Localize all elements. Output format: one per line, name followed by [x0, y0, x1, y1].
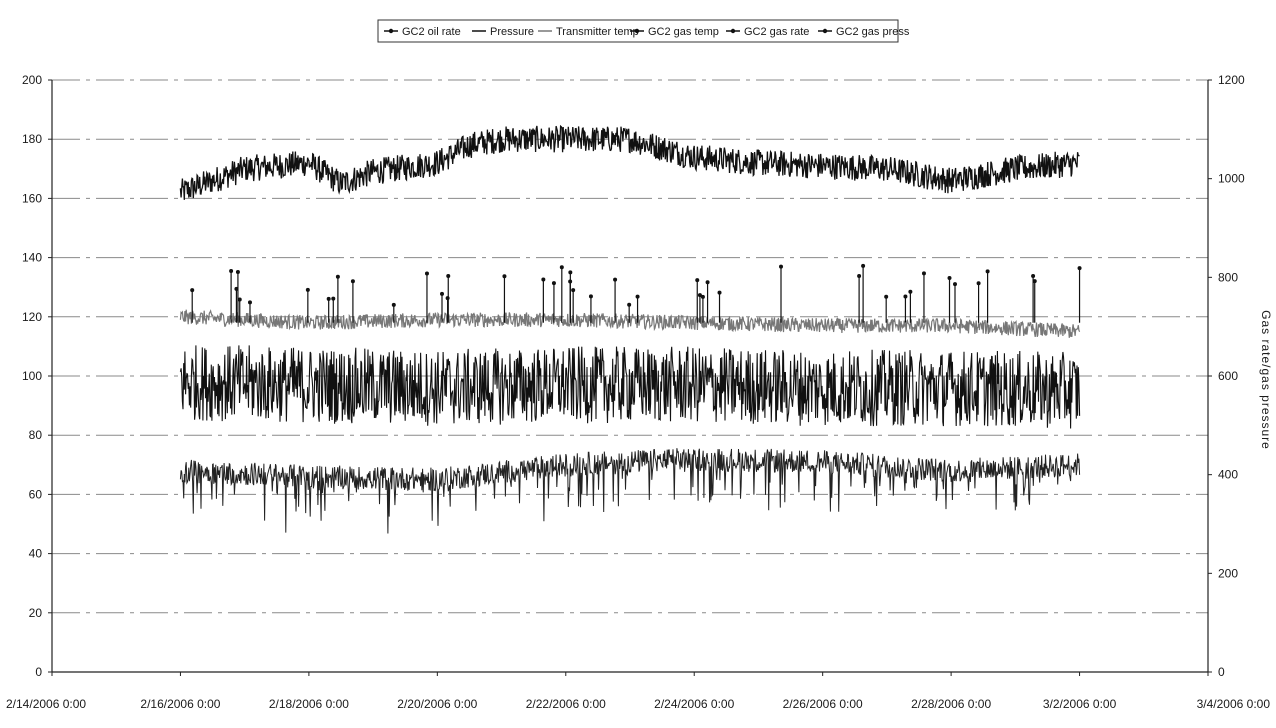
legend-marker-3: [634, 28, 640, 34]
spike-dot: [635, 294, 640, 299]
spike-dot: [331, 296, 336, 301]
legend-label-4: GC2 gas rate: [744, 26, 809, 38]
legend-label-3: GC2 gas temp: [648, 26, 719, 38]
spike-dot: [861, 263, 866, 268]
spike-dot: [588, 294, 593, 299]
y-left-tick-label-120: 120: [22, 310, 42, 324]
y-left-tick-label-200: 200: [22, 73, 42, 87]
x-tick-label-1: 2/16/2006 0:00: [140, 697, 220, 711]
y-left-tick-label-0: 0: [35, 665, 42, 679]
spike-dot: [921, 271, 926, 276]
y-right-tick-label-1200: 1200: [1218, 73, 1245, 87]
spike-dot: [190, 288, 195, 293]
spike-dot: [424, 271, 429, 276]
ticks-layer: 0 20 40 60 80 100 120 140 160 180 200 0 200 400 600 800…: [6, 73, 1270, 711]
spike-dot: [695, 278, 700, 283]
spike-dot: [700, 294, 705, 299]
y-right-tick-label-0: 0: [1218, 665, 1225, 679]
spike-dot: [237, 297, 242, 302]
spike-dot: [502, 274, 507, 279]
series-line-transmitter-temp: [179, 309, 1081, 338]
series-line-pressure: [179, 448, 1081, 534]
y-right-tick-label-400: 400: [1218, 468, 1238, 482]
y-left-tick-label-180: 180: [22, 132, 42, 146]
spike-dot: [613, 277, 618, 282]
legend-label-2: Transmitter temp: [556, 26, 639, 38]
spike-dot: [391, 302, 396, 307]
legend-marker-4: [730, 28, 736, 34]
x-tick-label-6: 2/26/2006 0:00: [783, 697, 863, 711]
spike-dot: [1077, 266, 1082, 271]
spike-dot: [976, 281, 981, 286]
legend-marker-5: [822, 28, 828, 34]
x-tick-label-2: 2/18/2006 0:00: [269, 697, 349, 711]
spike-markers: [190, 263, 1082, 323]
x-tick-label-8: 3/2/2006 0:00: [1043, 697, 1117, 711]
spike-dot: [350, 279, 355, 284]
spike-dot: [908, 289, 913, 294]
spike-dot: [1032, 279, 1037, 284]
spike-dot: [903, 294, 908, 299]
y-left-tick-label-160: 160: [22, 191, 42, 205]
legend: GC2 oil rate Pressure Transmitter temp GC2 …: [377, 19, 910, 43]
y-right-tick-label-200: 200: [1218, 566, 1238, 580]
spike-dot: [439, 291, 444, 296]
x-tick-label-3: 2/20/2006 0:00: [397, 697, 477, 711]
spike-dot: [779, 264, 784, 269]
spike-dot: [705, 280, 710, 285]
x-tick-label-0: 2/14/2006 0:00: [6, 697, 86, 711]
spike-dot: [446, 274, 451, 279]
grid-layer: [52, 79, 1208, 614]
y-left-tick-label-20: 20: [29, 606, 43, 620]
y-left-tick-label-80: 80: [29, 428, 43, 442]
spike-dot: [445, 296, 450, 301]
x-tick-label-5: 2/24/2006 0:00: [654, 697, 734, 711]
spike-dot: [568, 279, 573, 284]
spike-dot: [568, 270, 573, 275]
spike-dot: [235, 270, 240, 275]
y-right-tick-label-1000: 1000: [1218, 172, 1245, 186]
spike-dot: [326, 296, 331, 301]
legend-marker-0: [388, 28, 394, 34]
spike-dot: [571, 288, 576, 293]
y-left-tick-label-40: 40: [29, 547, 43, 561]
x-tick-label-4: 2/22/2006 0:00: [526, 697, 606, 711]
spike-dot: [947, 275, 952, 280]
spike-dot: [717, 290, 722, 295]
legend-label-0: GC2 oil rate: [402, 26, 461, 38]
spike-dot: [305, 287, 310, 292]
spike-dot: [953, 282, 957, 287]
spike-dot: [229, 269, 234, 274]
spike-dot: [627, 302, 632, 307]
series-layer: [179, 124, 1082, 534]
legend-label-5: GC2 gas press: [836, 26, 910, 38]
spike-dot: [985, 269, 990, 274]
spike-dot: [884, 294, 889, 299]
spike-dot: [857, 273, 862, 278]
spike-dot: [551, 281, 556, 286]
spike-dot: [697, 293, 702, 298]
spike-dot: [559, 265, 564, 270]
series-line-gc2-gas-temp: [179, 124, 1080, 200]
y-left-tick-label-140: 140: [22, 251, 42, 265]
x-tick-label-9: 3/4/2006 0:00: [1197, 697, 1271, 711]
y-left-tick-label-100: 100: [22, 369, 42, 383]
spike-dot: [541, 277, 546, 282]
y-right-tick-label-600: 600: [1218, 369, 1238, 383]
spike-dot: [335, 274, 340, 279]
legend-label-1: Pressure: [490, 26, 534, 38]
spike-dot: [247, 300, 252, 305]
spike-dot: [1031, 274, 1036, 279]
x-tick-label-7: 2/28/2006 0:00: [911, 697, 991, 711]
series-line-gc2-oil-rate: [179, 345, 1081, 429]
y-axis-title-right: Gas rate/gas pressure: [1259, 310, 1273, 450]
y-left-tick-label-60: 60: [29, 487, 43, 501]
y-right-tick-label-800: 800: [1218, 270, 1238, 284]
